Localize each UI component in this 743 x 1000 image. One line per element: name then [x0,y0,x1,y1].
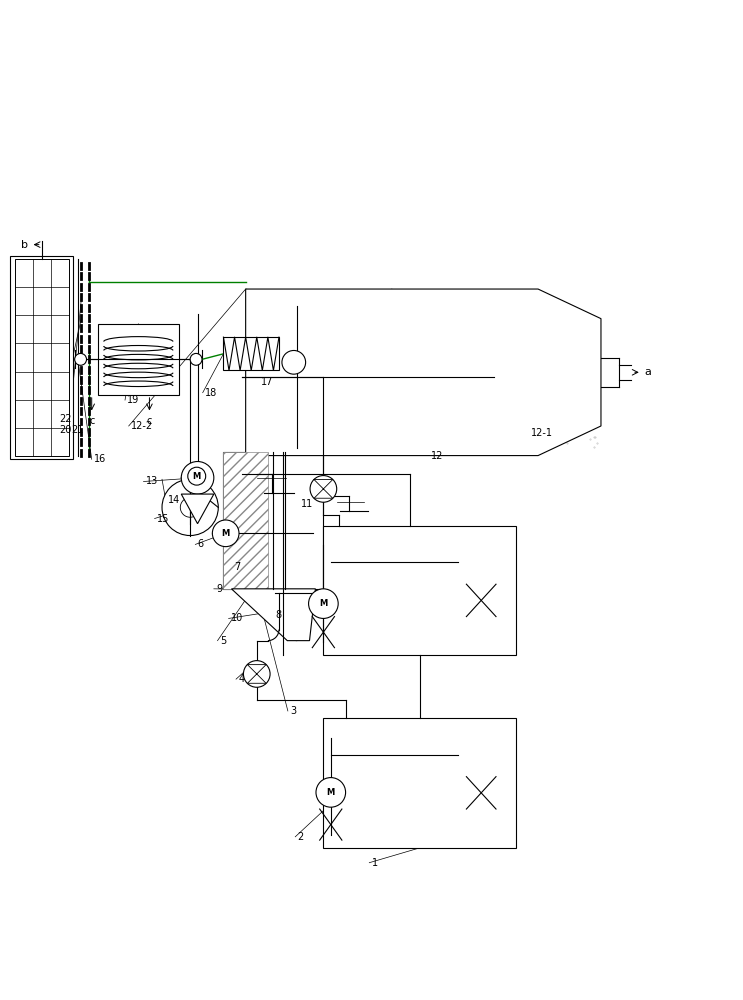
Text: b: b [22,240,28,250]
Text: a: a [644,367,651,377]
Text: c: c [89,416,94,426]
Bar [15,259,69,456]
Text: 12: 12 [431,451,443,461]
Text: 8: 8 [275,610,282,620]
Bar [97,324,179,395]
Circle shape [188,467,206,485]
Text: 5: 5 [220,636,226,646]
Text: 18: 18 [205,388,217,398]
Text: 19: 19 [127,395,140,405]
Circle shape [212,520,239,547]
Text: 17: 17 [261,377,273,387]
Bar [10,256,74,459]
Polygon shape [246,289,601,456]
Polygon shape [181,494,214,524]
Text: M: M [192,472,201,481]
Bar [323,718,516,848]
Bar [224,452,323,589]
Text: 13: 13 [146,476,158,486]
Bar [323,526,516,655]
Text: 6: 6 [198,539,204,549]
Bar [224,452,268,589]
Text: 3: 3 [290,706,296,716]
Text: 12-1: 12-1 [531,428,553,438]
Text: 4: 4 [239,674,244,684]
Text: 22: 22 [59,414,71,424]
Text: c: c [147,416,152,426]
Text: M: M [221,529,230,538]
Circle shape [310,476,337,502]
Circle shape [282,350,305,374]
Text: 10: 10 [231,613,243,623]
Text: 20: 20 [59,425,71,435]
Text: 9: 9 [216,584,222,594]
Text: 7: 7 [235,562,241,572]
Circle shape [181,462,214,494]
Circle shape [74,353,86,365]
Text: 11: 11 [301,499,314,509]
Text: M: M [327,788,335,797]
Circle shape [190,353,202,365]
Text: M: M [319,599,328,608]
Text: 14: 14 [168,495,181,505]
Text: 15: 15 [157,514,169,524]
Text: 21: 21 [71,425,83,435]
Circle shape [244,661,270,687]
Circle shape [162,479,218,536]
Polygon shape [232,589,315,641]
Circle shape [308,589,338,618]
Text: 12-2: 12-2 [131,421,153,431]
Text: 1: 1 [372,858,377,868]
Text: 16: 16 [94,454,106,464]
Bar [224,337,279,370]
Circle shape [316,778,345,807]
Text: 2: 2 [297,832,304,842]
